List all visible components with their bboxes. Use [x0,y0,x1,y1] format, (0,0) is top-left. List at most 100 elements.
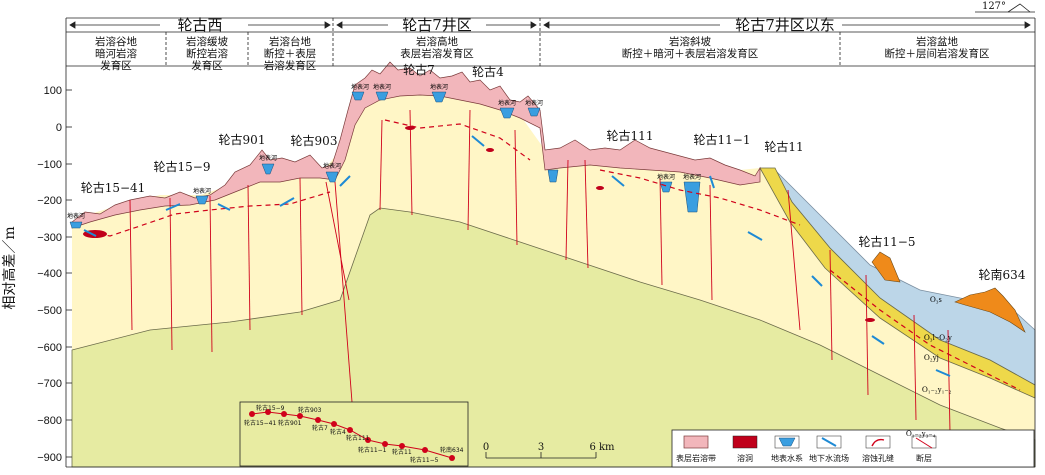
cave [596,186,604,190]
zone-2-line2: 断控岩溶 [186,47,228,60]
zone-5-line1: 岩溶斜坡 [669,35,711,48]
fault [709,184,713,301]
legend-label: 地表水系 [771,453,803,463]
flow-arrow [471,135,485,147]
o3s-layer-east [954,287,1026,333]
cave [865,318,875,322]
legend-label: 表层岩溶带 [676,453,716,463]
flow-arrow [935,369,951,377]
well-label-lg7: 轮古7 [403,62,435,77]
surface-river-label: 地表河 [498,99,516,107]
legend-label: 溶蚀孔缝 [862,453,894,463]
geology-layers [71,82,1036,468]
fault [247,184,251,331]
legend [671,429,1035,468]
surface-river-label: 地表河 [373,83,391,91]
y-tick: −300 [37,232,62,244]
cave [486,148,494,152]
fault [565,159,569,261]
well-label-lg4: 轮古4 [472,64,504,79]
water-pocket [351,91,365,101]
fault [787,189,801,331]
y-tick: −500 [37,305,62,317]
surface-river-label: 地表河 [683,173,701,181]
inset-label: 轮古11 [392,448,412,456]
legend-epikarst-swatch [683,435,709,449]
zone-3-line3: 岩溶发育区 [264,59,317,72]
azimuth-label: 127° [982,1,1006,12]
zone-2-line1: 岩溶缓坡 [186,35,228,48]
inset-label: 轮古11−5 [410,456,439,464]
surface-river-label: 地表河 [259,154,277,162]
zone-6-line1: 岩溶盆地 [916,35,958,48]
flow-arrow [871,335,885,345]
labels: 127° 轮古西 轮古7井区 轮古7井区以东 岩溶谷地 暗河岩溶 发育区 岩溶缓… [1,1,1026,464]
fault [467,109,471,231]
surface-river-label: 地表河 [657,173,675,181]
inset-label: 轮南634 [440,446,464,454]
water-pocket [261,163,275,175]
epikarst-zone [71,61,761,229]
fault [584,159,589,269]
well-label-lg901: 轮古901 [219,132,266,147]
y-tick: −900 [37,452,62,464]
y-tick: −100 [37,159,62,171]
strata-o12y: O₁₋₂y₁₋₂ [922,385,952,394]
surface-river-label: 地表河 [525,99,543,107]
legend-label: 地下水流场 [809,453,849,463]
surface-river-label: 地表河 [67,212,85,220]
fault [659,177,663,286]
flow-arrow [279,197,295,207]
legend-pore-swatch [865,435,891,449]
water-pocket [375,91,389,101]
region-label-west: 轮古西 [177,16,222,34]
fault [913,314,917,421]
zone-2-line3: 发育区 [191,59,223,72]
inset-leader [334,181,353,403]
zone-6-line2: 断控＋层间岩溶发育区 [885,47,990,60]
surface-river-label: 地表河 [323,162,341,170]
legend-label: 溶洞 [737,453,753,463]
well-label-lg15-9: 轮古15−9 [154,159,211,174]
flow-arrow [611,175,625,187]
fault [129,199,133,331]
water-pocket [69,221,83,229]
flow-arrow [217,203,231,211]
inset-label: 轮古7 [312,424,328,432]
azimuth-marker [975,3,1035,13]
region-label-lg7: 轮古7井区 [402,16,472,34]
y-axis-label: 相对高差／m [1,226,18,309]
flow-arrow [747,231,763,241]
well-label-lg11-1: 轮古11−1 [694,132,751,147]
y-tick: −200 [37,195,62,207]
scale-bar [485,452,597,459]
legend-fault-swatch [911,435,937,449]
well-label-ln634: 轮南634 [979,267,1026,282]
inset-label: 轮古111 [346,434,370,442]
flow-arrow [811,275,823,287]
scale-tick: 3 [538,442,544,453]
surface-water [69,91,701,229]
fault [829,249,833,361]
inset-label: 轮古4 [330,428,346,436]
inset-label: 轮古15−41 [244,419,276,427]
y-tick: −700 [37,378,62,390]
strata-o3s: O₃s [930,295,942,304]
fault [169,197,173,351]
y-tick: 0 [56,122,62,134]
legend-flow-swatch [816,435,842,449]
legend-water-swatch [774,435,800,449]
flow-arrow [83,229,97,237]
well-label-lg11: 轮古11 [764,139,803,154]
o3s-layer [871,251,901,283]
zone-1-line2: 暗河岩溶 [95,47,137,60]
flow-arrow [709,175,715,189]
flow-arrow [339,175,351,187]
fault [209,195,213,353]
water-pocket [547,169,559,183]
water-pocket [195,195,209,205]
region-label-east: 轮古7井区以东 [735,16,835,34]
surface-river-label: 地表河 [193,187,211,195]
region-arrows [69,21,1031,29]
zone-3-line2: 断控＋表层 [264,47,317,60]
